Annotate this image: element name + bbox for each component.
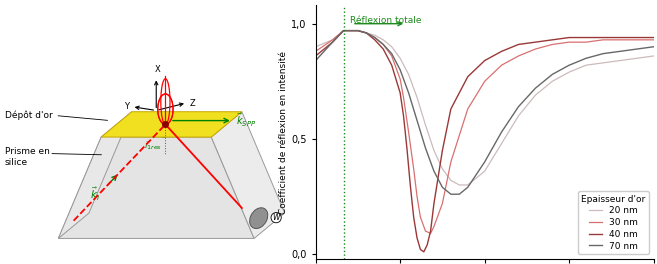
Text: Y: Y: [124, 102, 129, 111]
Polygon shape: [101, 112, 242, 137]
Text: $\vec{k}_i$: $\vec{k}_i$: [91, 186, 101, 203]
Text: $i_{1res}$: $i_{1res}$: [144, 140, 162, 152]
Text: W: W: [273, 213, 280, 222]
Text: $\vec{k}_{SPP}$: $\vec{k}_{SPP}$: [236, 112, 256, 129]
Polygon shape: [58, 137, 254, 238]
Polygon shape: [58, 112, 132, 238]
Ellipse shape: [250, 208, 268, 229]
Polygon shape: [212, 112, 284, 238]
Y-axis label: Coefficient de réflexion en intensité: Coefficient de réflexion en intensité: [279, 50, 288, 214]
Text: X: X: [155, 65, 161, 74]
Text: Dépôt d'or: Dépôt d'or: [5, 111, 53, 120]
Legend: 20 nm, 30 nm, 40 nm, 70 nm: 20 nm, 30 nm, 40 nm, 70 nm: [578, 191, 649, 254]
Text: Z: Z: [190, 99, 196, 108]
Text: Réflexion totale: Réflexion totale: [350, 16, 422, 25]
Text: Prisme en
silice: Prisme en silice: [5, 147, 50, 167]
